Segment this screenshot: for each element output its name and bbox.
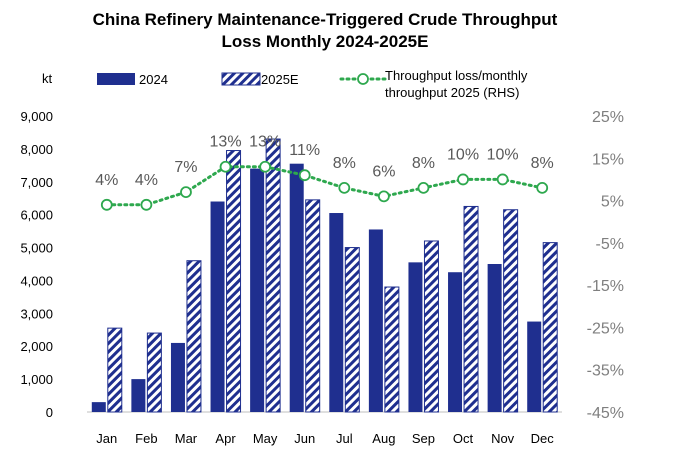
y-tick-right-label: 25%	[592, 109, 624, 126]
bar-2024	[289, 163, 304, 412]
legend-label-throughput-line-2: throughput 2025 (RHS)	[385, 85, 519, 100]
line-point	[100, 198, 113, 211]
line-point	[377, 190, 390, 203]
y-axis-unit-label: kt	[42, 71, 53, 86]
bar-2025e	[265, 138, 281, 413]
x-tick-label: Apr	[215, 431, 236, 446]
y-tick-right-label: 5%	[601, 194, 624, 211]
x-tick-label: Nov	[491, 431, 515, 446]
bar-series	[91, 138, 558, 413]
x-tick-label: Oct	[453, 431, 474, 446]
bar-2025e	[503, 209, 519, 413]
bar-2024	[91, 402, 106, 412]
bar-2025e	[186, 260, 202, 413]
data-label: 8%	[412, 155, 435, 172]
data-label: 10%	[487, 146, 519, 163]
line-point	[298, 169, 311, 182]
data-label: 8%	[333, 155, 356, 172]
x-tick-label: Feb	[135, 431, 157, 446]
chart-title-line-1: China Refinery Maintenance-Triggered Cru…	[93, 10, 558, 29]
x-tick-label: Dec	[531, 431, 555, 446]
bar-2024	[250, 168, 265, 412]
y-tick-right-label: 15%	[592, 151, 624, 168]
y-tick-right-label: -35%	[587, 363, 624, 380]
bar-2025e	[305, 199, 321, 413]
data-label: 11%	[289, 142, 320, 159]
x-tick-label: Jul	[336, 431, 353, 446]
bar-2025e	[463, 205, 479, 413]
bar-2024	[131, 379, 146, 412]
chart-title-line-2: Loss Monthly 2024-2025E	[222, 32, 429, 51]
y-tick-left-label: 6,000	[20, 208, 53, 223]
bar-2024	[527, 321, 542, 412]
y-tick-left-label: 9,000	[20, 109, 53, 124]
legend-swatch-2024	[97, 73, 135, 85]
data-label: 10%	[447, 146, 479, 163]
bar-2024	[170, 342, 185, 412]
legend-label-throughput-line-1: Throughput loss/monthly	[385, 68, 528, 83]
data-label: 13%	[210, 134, 242, 151]
bar-2024	[368, 229, 383, 412]
y-tick-left-label: 3,000	[20, 306, 53, 321]
bar-2024	[408, 262, 423, 412]
y-tick-right-label: -15%	[587, 278, 624, 295]
bar-2025e	[146, 332, 162, 413]
y-axis-left-ticks: 0 1,000 2,000 3,000 4,000 5,000 6,000 7,000 8,00…	[20, 109, 53, 420]
line-point	[338, 181, 351, 194]
x-tick-label: Jan	[96, 431, 117, 446]
line-point	[180, 186, 192, 199]
bar-2025e	[423, 240, 439, 413]
x-tick-label: Jun	[294, 431, 315, 446]
bar-2025e	[344, 247, 360, 413]
legend-line-marker	[357, 73, 369, 85]
x-tick-label: Aug	[372, 431, 395, 446]
bar-2024	[210, 201, 225, 412]
line-point	[219, 160, 232, 173]
data-label: 13%	[249, 134, 281, 151]
line-point	[457, 173, 469, 186]
y-axis-right-ticks: -45% -35% -25% -15% -5% 5% 15% 25%	[587, 109, 624, 422]
bar-2025e	[384, 286, 400, 413]
throughput-loss-line	[105, 165, 544, 207]
y-tick-right-label: -45%	[587, 405, 624, 422]
legend-label-2025e: 2025E	[261, 72, 299, 87]
legend: 2024 2025E Throughput loss/monthly throu…	[97, 68, 528, 100]
legend-swatch-2025e	[221, 72, 261, 86]
bar-2025e	[107, 327, 123, 413]
bar-2025e	[542, 242, 558, 413]
y-tick-left-label: 0	[46, 405, 53, 420]
legend-label-2024: 2024	[139, 72, 168, 87]
data-label: 4%	[95, 172, 118, 189]
y-tick-left-label: 1,000	[20, 372, 53, 387]
y-tick-left-label: 2,000	[20, 339, 53, 354]
bar-2024	[448, 272, 463, 412]
y-tick-right-label: -5%	[596, 236, 624, 253]
data-label: 6%	[372, 163, 395, 180]
bar-2024	[487, 264, 502, 412]
x-tick-label: May	[253, 431, 278, 446]
line-point	[259, 160, 272, 173]
y-tick-left-label: 4,000	[20, 273, 53, 288]
data-label: 7%	[174, 159, 197, 176]
bar-2025e	[226, 150, 242, 413]
line-point	[417, 181, 430, 194]
x-axis-ticks: Jan Feb Mar Apr May Jun Jul Aug Sep Oct Nov Dec	[96, 431, 554, 446]
line-point	[536, 181, 549, 194]
x-tick-label: Sep	[412, 431, 435, 446]
line-point	[140, 198, 153, 211]
line-point	[496, 173, 509, 186]
line-series: 4% 4% 7% 13% 13% 11% 8% 6% 8% 10% 10% 8%	[95, 134, 554, 211]
y-tick-left-label: 8,000	[20, 142, 53, 157]
y-tick-left-label: 5,000	[20, 241, 53, 256]
data-label: 4%	[135, 172, 158, 189]
x-tick-label: Mar	[175, 431, 198, 446]
data-label: 8%	[531, 155, 554, 172]
bar-2024	[329, 213, 344, 412]
y-tick-left-label: 7,000	[20, 175, 53, 190]
y-tick-right-label: -25%	[587, 320, 624, 337]
